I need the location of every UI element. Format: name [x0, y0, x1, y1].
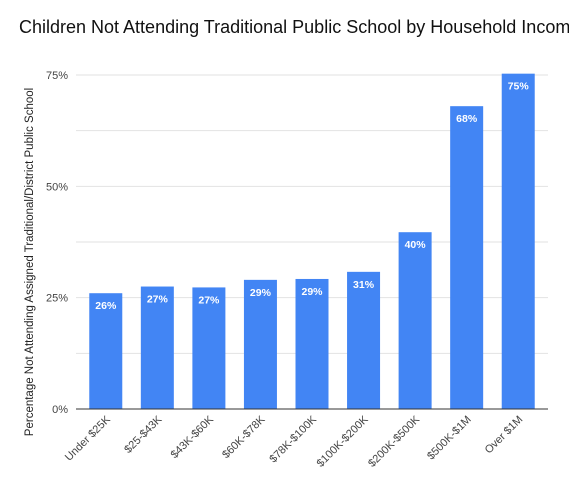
y-tick-label: 25% [46, 293, 68, 305]
x-tick-label: $200K-$500K [366, 413, 423, 470]
bar-value-label: 40% [405, 239, 427, 251]
bar-value-label: 27% [147, 294, 169, 306]
chart-title: Children Not Attending Traditional Publi… [19, 17, 569, 37]
bar [501, 73, 535, 409]
bar [398, 232, 432, 409]
bar [89, 293, 123, 409]
y-tick-label: 50% [46, 181, 68, 193]
bar-value-label: 31% [353, 279, 375, 291]
bar-value-label: 68% [456, 113, 478, 125]
bar [347, 271, 381, 409]
x-tick-label: $43K-$60K [169, 413, 217, 461]
bar [243, 279, 277, 409]
bar-value-label: 29% [301, 286, 323, 298]
bar-value-label: 29% [250, 287, 272, 299]
y-axis-label: Percentage Not Attending Assigned Tradit… [24, 88, 36, 436]
x-tick-label: $500K-$1M [425, 414, 474, 463]
y-tick-label: 75% [46, 70, 68, 82]
bar-value-label: 26% [95, 300, 117, 312]
x-tick-label: $60K-$78K [220, 413, 268, 461]
x-tick-label: $25-$43K [122, 413, 165, 456]
bar-value-label: 75% [508, 81, 530, 93]
bar [450, 106, 484, 409]
x-tick-label: $78K-$100K [267, 413, 319, 465]
bar [192, 287, 226, 409]
y-tick-label: 0% [52, 404, 68, 416]
bar [140, 286, 174, 409]
x-tick-label: Under $25K [63, 413, 113, 463]
bar [295, 278, 329, 409]
x-tick-label: Over $1M [483, 414, 526, 457]
bar-value-label: 27% [198, 294, 220, 306]
x-tick-label: $100K-$200K [315, 413, 372, 470]
